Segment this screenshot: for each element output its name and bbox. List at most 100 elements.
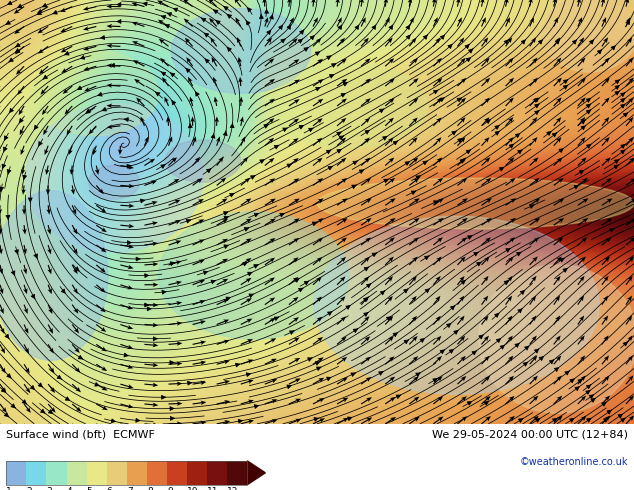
FancyArrowPatch shape: [504, 280, 508, 285]
FancyArrowPatch shape: [260, 160, 264, 163]
FancyArrowPatch shape: [337, 132, 341, 136]
FancyArrowPatch shape: [254, 265, 258, 268]
FancyArrowPatch shape: [304, 281, 309, 285]
FancyArrowPatch shape: [269, 14, 273, 19]
FancyArrowPatch shape: [202, 18, 206, 22]
FancyArrowPatch shape: [495, 125, 500, 129]
FancyArrowPatch shape: [250, 175, 255, 179]
FancyArrowPatch shape: [451, 306, 455, 310]
FancyArrowPatch shape: [382, 136, 387, 140]
FancyArrowPatch shape: [581, 125, 586, 130]
FancyArrowPatch shape: [423, 161, 427, 165]
FancyArrowPatch shape: [167, 13, 172, 16]
FancyArrowPatch shape: [615, 85, 619, 89]
FancyArrowPatch shape: [254, 405, 259, 408]
FancyArrowPatch shape: [39, 142, 42, 147]
FancyArrowPatch shape: [467, 401, 472, 405]
FancyArrowPatch shape: [244, 227, 249, 231]
FancyArrowPatch shape: [161, 15, 165, 19]
FancyArrowPatch shape: [314, 417, 318, 421]
Bar: [27, 461, 46, 485]
FancyArrowPatch shape: [140, 199, 145, 203]
FancyArrowPatch shape: [110, 63, 115, 67]
FancyArrowPatch shape: [162, 395, 165, 399]
FancyArrowPatch shape: [406, 35, 411, 39]
Bar: [87, 461, 107, 485]
FancyArrowPatch shape: [338, 25, 342, 29]
FancyArrowPatch shape: [563, 268, 567, 272]
FancyArrowPatch shape: [366, 284, 371, 288]
FancyArrowPatch shape: [536, 418, 540, 422]
FancyArrowPatch shape: [171, 416, 174, 420]
FancyArrowPatch shape: [204, 271, 208, 274]
FancyArrowPatch shape: [53, 10, 57, 14]
Ellipse shape: [32, 51, 158, 136]
FancyArrowPatch shape: [611, 46, 616, 50]
Text: 3: 3: [46, 488, 52, 490]
FancyArrowPatch shape: [607, 410, 611, 414]
FancyArrowPatch shape: [353, 161, 358, 165]
FancyArrowPatch shape: [299, 288, 303, 292]
FancyArrowPatch shape: [230, 123, 234, 128]
FancyArrowPatch shape: [347, 417, 352, 420]
FancyArrowPatch shape: [136, 257, 140, 261]
FancyArrowPatch shape: [127, 241, 131, 245]
FancyArrowPatch shape: [94, 383, 99, 386]
FancyArrowPatch shape: [332, 64, 336, 67]
Text: 2: 2: [27, 488, 32, 490]
FancyArrowPatch shape: [621, 144, 625, 148]
FancyArrowPatch shape: [248, 272, 252, 276]
FancyArrowPatch shape: [434, 201, 438, 204]
FancyArrowPatch shape: [621, 93, 625, 97]
FancyArrowPatch shape: [274, 317, 279, 320]
FancyArrowPatch shape: [610, 228, 614, 232]
FancyArrowPatch shape: [365, 130, 370, 134]
FancyArrowPatch shape: [355, 25, 359, 29]
FancyArrowPatch shape: [359, 170, 364, 173]
FancyArrowPatch shape: [458, 138, 462, 142]
FancyArrowPatch shape: [461, 280, 465, 284]
Text: 10: 10: [187, 488, 198, 490]
FancyArrowPatch shape: [246, 373, 250, 376]
FancyArrowPatch shape: [309, 128, 313, 132]
FancyArrowPatch shape: [246, 20, 250, 25]
FancyArrowPatch shape: [299, 125, 304, 129]
FancyArrowPatch shape: [341, 94, 346, 97]
FancyArrowPatch shape: [555, 40, 560, 44]
FancyArrowPatch shape: [364, 313, 368, 317]
FancyArrowPatch shape: [124, 118, 128, 122]
FancyArrowPatch shape: [86, 109, 90, 114]
FancyArrowPatch shape: [247, 7, 252, 12]
FancyArrowPatch shape: [224, 245, 228, 248]
FancyArrowPatch shape: [552, 418, 557, 422]
FancyArrowPatch shape: [404, 340, 408, 343]
FancyArrowPatch shape: [597, 49, 602, 54]
Bar: [6, 461, 247, 485]
FancyArrowPatch shape: [468, 236, 472, 239]
FancyArrowPatch shape: [363, 297, 368, 302]
FancyArrowPatch shape: [327, 377, 331, 381]
Bar: [167, 461, 187, 485]
FancyArrowPatch shape: [389, 24, 393, 29]
FancyArrowPatch shape: [310, 35, 314, 40]
FancyArrowPatch shape: [287, 385, 291, 389]
FancyArrowPatch shape: [111, 419, 115, 423]
FancyArrowPatch shape: [441, 35, 444, 39]
FancyArrowPatch shape: [249, 294, 254, 297]
FancyArrowPatch shape: [0, 187, 4, 192]
FancyArrowPatch shape: [575, 387, 579, 391]
FancyArrowPatch shape: [78, 355, 83, 359]
FancyArrowPatch shape: [450, 349, 454, 353]
FancyArrowPatch shape: [19, 119, 23, 123]
FancyArrowPatch shape: [586, 110, 591, 114]
Ellipse shape: [314, 216, 599, 394]
Text: 11: 11: [207, 488, 219, 490]
FancyArrowPatch shape: [165, 24, 169, 28]
FancyArrowPatch shape: [265, 8, 269, 13]
FancyArrowPatch shape: [18, 4, 22, 8]
FancyArrowPatch shape: [4, 136, 8, 141]
FancyArrowPatch shape: [143, 2, 147, 6]
FancyArrowPatch shape: [495, 131, 500, 135]
FancyArrowPatch shape: [406, 24, 410, 29]
FancyArrowPatch shape: [316, 87, 320, 91]
